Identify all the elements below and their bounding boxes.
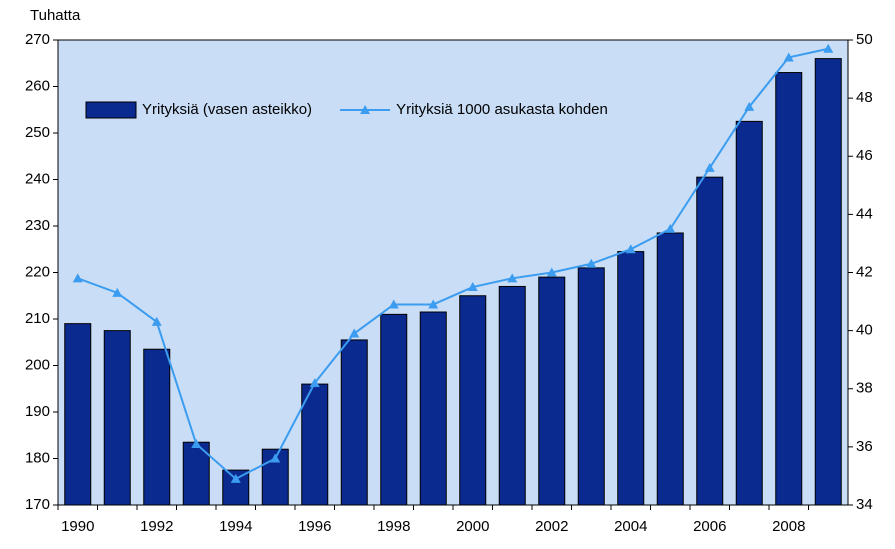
bar	[459, 295, 487, 506]
y-tick-label: 210	[25, 310, 50, 327]
x-tick-label: 1994	[219, 518, 252, 535]
y2-tick-label: 38	[856, 380, 873, 397]
line-marker	[230, 473, 241, 483]
bar	[103, 330, 131, 506]
bar	[814, 58, 842, 506]
bar	[538, 276, 566, 506]
y2-tick-label: 34	[856, 496, 873, 513]
x-tick-label: 2008	[772, 518, 805, 535]
bar	[617, 251, 645, 506]
line-marker	[507, 273, 518, 283]
x-tick-label: 2000	[456, 518, 489, 535]
y-tick-label: 220	[25, 263, 50, 280]
bar	[261, 448, 289, 506]
bar	[380, 313, 408, 506]
bar	[656, 232, 684, 506]
x-tick-label: 1998	[377, 518, 410, 535]
x-tick-label: 1996	[298, 518, 331, 535]
y-tick-label: 260	[25, 77, 50, 94]
y2-tick-label: 42	[856, 263, 873, 280]
line-marker	[546, 267, 557, 277]
x-tick-label: 2006	[693, 518, 726, 535]
x-tick-label: 1992	[140, 518, 173, 535]
y2-tick-label: 40	[856, 322, 873, 339]
line-marker	[151, 316, 162, 326]
y2-tick-label: 36	[856, 438, 873, 455]
line-marker	[349, 328, 360, 338]
bar	[64, 323, 92, 506]
legend-marker	[360, 105, 371, 114]
y-tick-label: 170	[25, 496, 50, 513]
legend-label: Yrityksiä 1000 asukasta kohden	[396, 101, 608, 118]
y-tick-label: 240	[25, 170, 50, 187]
y2-tick-label: 46	[856, 147, 873, 164]
line-marker	[744, 101, 755, 111]
line-marker	[625, 244, 636, 254]
line-marker	[586, 258, 597, 268]
y-tick-label: 190	[25, 403, 50, 420]
line-marker	[783, 52, 794, 62]
line-marker	[823, 43, 834, 53]
line-marker	[72, 273, 83, 283]
bar	[340, 339, 368, 506]
x-tick-label: 2002	[535, 518, 568, 535]
line-marker	[309, 377, 320, 387]
y2-tick-label: 50	[856, 31, 873, 48]
y2-tick-label: 48	[856, 89, 873, 106]
y-tick-label: 270	[25, 31, 50, 48]
bar	[498, 285, 526, 506]
bar	[143, 348, 171, 506]
line-marker	[388, 299, 399, 309]
x-tick-label: 1990	[61, 518, 94, 535]
bar	[301, 383, 329, 506]
line-marker	[191, 438, 202, 448]
bar	[419, 311, 447, 506]
line-marker	[112, 287, 123, 297]
legend-label: Yrityksiä (vasen asteikko)	[142, 101, 312, 118]
y-tick-label: 230	[25, 217, 50, 234]
line-marker	[704, 162, 715, 172]
line-marker	[467, 282, 478, 292]
y-tick-label: 250	[25, 124, 50, 141]
bar	[577, 267, 605, 506]
legend-swatch	[85, 101, 137, 119]
line	[77, 47, 829, 481]
y-tick-label: 180	[25, 449, 50, 466]
bar	[775, 72, 803, 506]
line-marker	[428, 299, 439, 309]
y2-tick-label: 44	[856, 205, 873, 222]
line-marker	[270, 453, 281, 463]
x-tick-label: 2004	[614, 518, 647, 535]
y-axis-title: Tuhatta	[30, 7, 81, 24]
line-marker	[665, 223, 676, 233]
y-tick-label: 200	[25, 356, 50, 373]
bar	[735, 120, 763, 506]
bar	[696, 176, 724, 506]
